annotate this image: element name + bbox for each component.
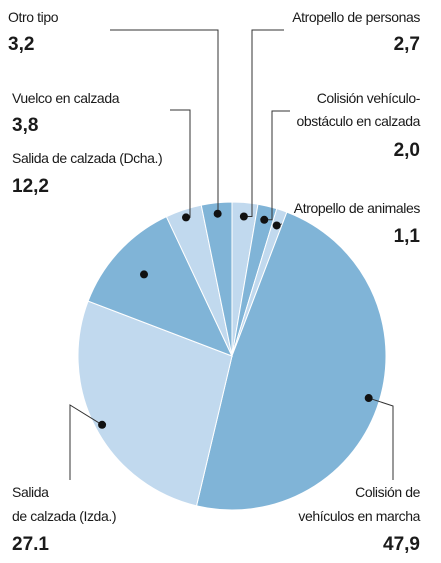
slice-label: Atropello de personas: [292, 9, 420, 25]
slice-value: 12,2: [12, 176, 49, 197]
slice-label-line: Salida: [12, 484, 49, 500]
leader-line: [264, 110, 290, 221]
slice-label: Otro tipo: [8, 9, 59, 25]
slice-label: Colisión de vehículos en marcha: [298, 484, 420, 524]
leader-line: [69, 404, 103, 480]
slice-label: Salida de calzada (Dcha.): [12, 150, 162, 166]
slice-label-line: Vuelco en calzada: [12, 90, 120, 106]
leader-line: [243, 29, 284, 218]
slice-label-line: obstáculo en calzada: [296, 113, 420, 129]
leader-dot: [272, 221, 281, 230]
leader-dot: [140, 270, 149, 279]
slice-label-line: de calzada (Izda.): [12, 508, 116, 524]
slice-value: 1,1: [394, 226, 421, 247]
leader-dot: [182, 213, 191, 222]
leader-dot: [239, 212, 248, 221]
slice-label-line: Atropello de personas: [292, 9, 420, 25]
slice-value: 27.1: [12, 534, 49, 555]
pie-slice: [77, 300, 233, 507]
leader-dot: [98, 420, 107, 429]
slice-value: 3,8: [12, 115, 38, 136]
leader-dot: [260, 215, 269, 224]
leader-line: [110, 29, 219, 215]
slice-value: 2,0: [394, 140, 420, 161]
pie-slice: [87, 215, 233, 357]
slice-label-line: Salida de calzada (Dcha.): [12, 150, 162, 166]
slice-label: Atropello de animales: [294, 200, 421, 216]
leader-dot: [364, 394, 373, 403]
slice-value: 2,7: [394, 34, 420, 55]
slice-label-line: Otro tipo: [8, 9, 59, 25]
slice-label: Salida de calzada (Izda.): [12, 484, 116, 524]
slice-label-line: Colisión de: [355, 484, 420, 500]
slice-label-line: Atropello de animales: [294, 200, 421, 216]
slice-label: Colisión vehículo-obstáculo en calzada: [296, 90, 420, 129]
leader-line: [368, 397, 394, 480]
slice-label-line: Colisión vehículo-: [317, 90, 421, 106]
slice-label: Vuelco en calzada: [12, 90, 120, 106]
pie-slice: [200, 201, 233, 357]
leader-line: [170, 109, 191, 218]
slice-label-line: vehículos en marcha: [298, 508, 420, 524]
slice-value: 3,2: [8, 34, 34, 55]
leader-dot: [213, 209, 222, 218]
slice-value: 47,9: [383, 534, 420, 555]
